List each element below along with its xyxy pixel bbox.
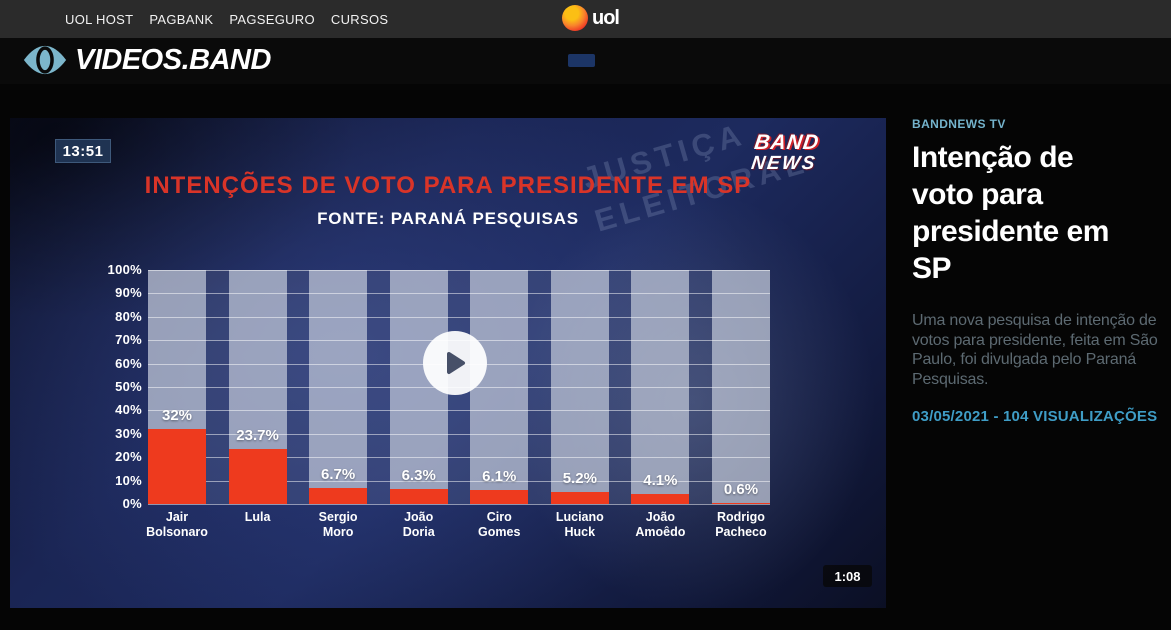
y-axis: 0% 10% 20% 30% 40% 50% 60% 70% 80% 90% 100% [80,262,142,511]
y-axis-tick: 30% [115,425,142,441]
y-axis-tick: 90% [115,285,142,301]
bar-value-label: 4.1% [643,472,678,490]
x-axis-label: Lula [244,510,271,524]
y-axis-tick: 100% [107,262,142,277]
x-axis-label: Jair Bolsonaro [146,510,208,539]
y-axis-tick: 80% [115,308,142,324]
bandnews-logo: BAND NEWS [749,131,821,174]
video-title: Intenção de voto para presidente em SP [912,141,1109,285]
gridline [148,270,770,271]
chart-plot-area: 32% 23.7% 6.7% 6.3% 6.1% 5.2% 4.1% 0.6% [148,270,770,505]
bar-value-label: 32% [161,407,193,425]
bar-joão-amoêdo [631,494,690,504]
uol-logo-text: uol [592,6,620,29]
gridline [148,504,770,505]
y-axis-tick: 50% [115,379,142,394]
x-axis-label: João Amoêdo [635,510,686,539]
topbar-link-uol-host[interactable]: UOL HOST [65,11,134,27]
band-eye-icon [23,45,67,75]
bar-value-label: 23.7% [236,426,279,444]
gridline [148,316,770,318]
x-axis: Jair Bolsonaro Lula Sergio Moro João Doria Ciro… [146,510,770,540]
topbar: UOL HOST PAGBANK PAGSEGURO CURSOS uol [0,0,1171,38]
gridline [148,480,770,482]
bar-luciano-huck [550,491,609,504]
chart-title: INTENÇÕES DE VOTO PARA PRESIDENTE EM SP [144,172,752,199]
y-axis-tick: 0% [122,496,142,511]
bar-ciro-gomes [470,489,529,504]
bar-sergio-moro [309,488,368,504]
broadcast-clock: 13:51 [55,139,111,163]
gridline [148,433,770,435]
x-axis-label: Sergio Moro [318,510,358,539]
bar-value-label: 5.2% [562,469,597,487]
topbar-link-pagbank[interactable]: PAGBANK [149,11,214,27]
chart-source: FONTE: PARANÁ PESQUISAS [317,209,579,228]
play-button[interactable] [423,331,487,395]
brand-header: VIDEOS.BAND [0,38,1171,84]
x-axis-label: Luciano Huck [555,510,604,539]
bar-joão-doria [389,489,448,504]
gridline [148,293,770,295]
topbar-nav: UOL HOST PAGBANK PAGSEGURO CURSOS [65,0,388,38]
bar-rodrigo-pacheco [711,502,770,504]
gridline [148,410,770,412]
video-duration-badge: 1:08 [823,565,872,587]
date-views-meta: 03/05/2021 - 104 VISUALIZAÇÕES [912,408,1158,425]
header-button[interactable] [568,54,595,67]
video-player[interactable]: JUSTIÇA ELEITORAL 13:51 BAND NEWS INTENÇ… [10,118,886,608]
uol-logo[interactable]: uol [562,5,620,31]
bar-value-label: 6.3% [401,467,436,485]
y-axis-tick: 40% [115,402,142,418]
bar-lula [228,448,287,504]
x-axis-label: Rodrigo Pacheco [715,510,767,539]
bar-value-label: 6.1% [482,467,517,485]
y-axis-tick: 10% [115,472,142,488]
bar-value-label: 0.6% [723,480,759,498]
uol-logo-icon [562,5,588,31]
bar-jair-bolsonaro [148,429,206,504]
topbar-link-cursos[interactable]: CURSOS [330,11,389,27]
x-axis-label: Ciro Gomes [478,510,521,539]
video-description: Uma nova pesquisa de intenção de votos p… [912,312,1158,388]
y-axis-tick: 70% [115,332,142,348]
channel-kicker[interactable]: BANDNEWS TV [912,117,1006,131]
videos-band-logo[interactable]: VIDEOS.BAND [23,43,271,77]
bar-value-label: 6.7% [321,466,356,484]
gridline [148,457,770,459]
topbar-link-pagseguro[interactable]: PAGSEGURO [229,11,315,27]
play-icon [447,352,465,374]
y-axis-tick: 20% [115,449,142,465]
x-axis-label: João Doria [402,510,435,539]
y-axis-tick: 60% [115,355,142,371]
brand-title: VIDEOS.BAND [75,43,271,76]
video-info-sidebar: BANDNEWS TV Intenção de voto para presid… [912,117,1164,425]
